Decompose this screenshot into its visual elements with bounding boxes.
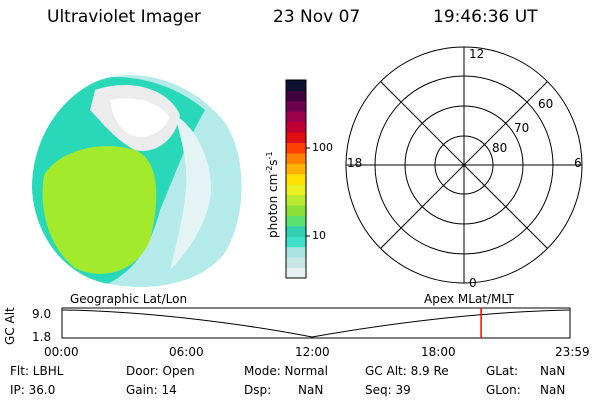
observation-time: 19:46:36 UT [433, 7, 538, 27]
timeline-left-label: Geographic Lat/Lon [70, 292, 188, 306]
colorbar-swatch [286, 100, 306, 112]
colorbar-swatch [286, 132, 306, 144]
status-gain: Gain: 14 [126, 383, 177, 397]
colorbar-swatch [286, 90, 306, 102]
mlt-label-0: 0 [469, 276, 477, 290]
timeline-x-tick-0000: 00:00 [44, 345, 79, 359]
lat-label-80: 80 [492, 141, 508, 155]
status-ip: IP: 36.0 [10, 383, 56, 397]
colorbar-swatch [286, 267, 306, 279]
colorbar-swatch [286, 246, 306, 258]
mlt-label-18: 18 [347, 156, 363, 170]
colorbar-swatch [286, 236, 306, 248]
colorbar-swatch [286, 184, 306, 196]
status-glon-value: NaN [540, 383, 566, 397]
status-filter: Flt: LBHL [10, 364, 64, 378]
status-mode: Mode: Normal [244, 364, 328, 378]
polar-diagonal-2 [380, 81, 548, 249]
timeline-x-tick-1800: 18:00 [421, 345, 456, 359]
lat-label-70: 70 [514, 121, 530, 135]
status-dsp-value: NaN [298, 383, 324, 397]
status-dsp-label: Dsp: [244, 383, 272, 397]
timeline-y-tick-top: 9.0 [32, 307, 52, 321]
colorbar-swatch [286, 215, 306, 227]
status-glat-label: GLat: [486, 364, 519, 378]
colorbar-swatch [286, 194, 306, 206]
colorbar-swatch [286, 152, 306, 164]
timeline-x-tick-1200: 12:00 [295, 345, 330, 359]
colorbar-tick-100: 100 [312, 141, 333, 154]
colorbar-swatch [286, 142, 306, 154]
colorbar-swatch [286, 163, 306, 175]
colorbar-swatch [286, 80, 306, 91]
status-gc-alt: GC Alt: 8.9 Re [365, 364, 449, 378]
timeline-right-label: Apex MLat/MLT [424, 292, 514, 306]
mlt-label-12: 12 [469, 47, 485, 61]
observation-date: 23 Nov 07 [273, 7, 361, 27]
green-emission-region [42, 146, 157, 274]
timeline-x-tick-2359: 23:59 [555, 345, 590, 359]
mlt-label-6: 6 [574, 156, 582, 170]
colorbar-swatch [286, 121, 306, 133]
colorbar-swatch [286, 257, 306, 269]
status-glat-value: NaN [540, 364, 566, 378]
altitude-curve [61, 309, 571, 338]
timeline-frame [61, 307, 571, 339]
status-seq: Seq: 39 [365, 383, 411, 397]
colorbar-swatch [286, 111, 306, 123]
colorbar-tick-10: 10 [312, 229, 326, 242]
status-glon-label: GLon: [486, 383, 521, 397]
timeline-y-tick-bottom: 1.8 [32, 330, 52, 344]
colorbar-frame [285, 79, 307, 279]
instrument-title: Ultraviolet Imager [47, 7, 201, 27]
white-patch-region [110, 98, 170, 137]
lat-label-60: 60 [538, 97, 554, 111]
colorbar-swatch [286, 225, 306, 237]
colorbar-swatch [286, 173, 306, 185]
dayside-region [170, 115, 211, 270]
colorbar-swatch [286, 205, 306, 216]
status-door: Door: Open [126, 364, 195, 378]
timeline-x-tick-0600: 06:00 [169, 345, 204, 359]
